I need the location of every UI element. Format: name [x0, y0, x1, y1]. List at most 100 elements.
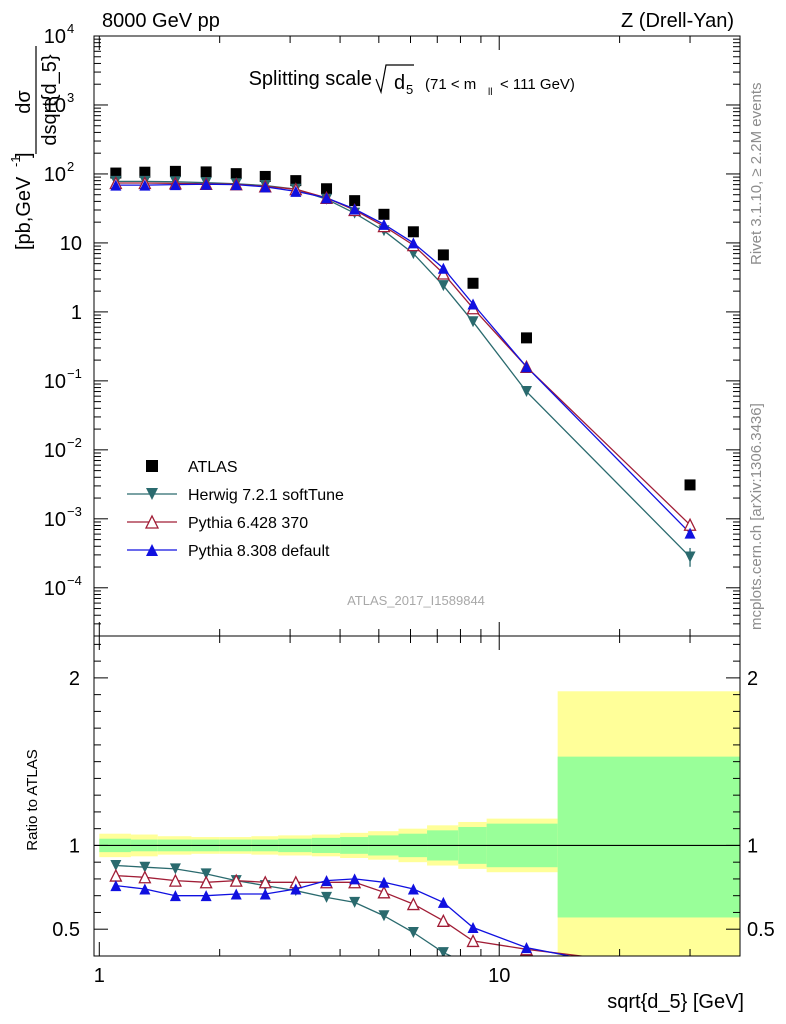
data-point-pythia8 [110, 179, 122, 191]
ratio-point-herwig [378, 910, 390, 922]
data-point-atlas [684, 479, 696, 491]
data-point-pythia8 [169, 179, 181, 191]
ratio-series-layer [109, 860, 587, 956]
legend-marker-herwig [146, 488, 158, 500]
y-tick-label: 10 [44, 371, 66, 393]
data-point-atlas [169, 165, 181, 177]
title-range-end: < 111 GeV) [500, 76, 575, 93]
data-point-atlas [467, 277, 479, 289]
sqrt-symbol-icon [375, 64, 414, 95]
data-point-atlas [321, 183, 333, 195]
y-tick-label-exponent: −1 [67, 366, 82, 381]
ratio-y-tick-label-right: 2 [747, 668, 758, 690]
ratio-point-pythia8 [321, 875, 333, 887]
legend-label-pythia8: Pythia 8.308 default [188, 543, 330, 560]
ratio-clipped-group [109, 860, 587, 956]
ratio-point-herwig [139, 861, 151, 873]
ratio-point-pythia8 [378, 876, 390, 888]
data-point-atlas [520, 332, 532, 344]
rivet-label: Rivet 3.1.10, ≥ 2.2M events [748, 83, 765, 266]
data-point-pythia8 [378, 218, 390, 230]
ratio-y-tick-label: 2 [69, 668, 80, 690]
ratio-point-pythia6 [406, 897, 420, 911]
data-point-pythia8 [290, 185, 302, 197]
title-range: (71 < m [425, 76, 476, 93]
data-point-pythia8 [684, 527, 696, 539]
data-point-atlas [407, 226, 419, 238]
ratio-point-herwig [407, 927, 419, 939]
y-tick-label: 10 [44, 95, 66, 117]
data-point-pythia8 [437, 262, 449, 274]
ratio-point-pythia8 [169, 890, 181, 902]
ratio-axis-ticks: 0.5 0.5 1 1 2 2 1 10 [52, 636, 775, 987]
data-point-pythia8 [139, 179, 151, 191]
legend-marker-pythia6 [144, 514, 160, 529]
ratio-point-pythia8 [437, 896, 449, 908]
ylabel-unit-exp: -1 [8, 155, 23, 167]
ylabel-den: dsqrt{d_5} [39, 54, 61, 146]
ratio-point-herwig [321, 891, 333, 903]
ratio-y-tick-label: 1 [69, 835, 80, 857]
title-main: Splitting scale [249, 68, 372, 90]
data-point-atlas [290, 175, 302, 187]
legend-label-pythia6: Pythia 6.428 370 [188, 515, 308, 532]
ratio-point-pythia6 [436, 913, 450, 927]
y-tick-label-exponent: 2 [67, 159, 74, 174]
series-line-pythia8 [115, 183, 691, 534]
data-point-pythia8 [407, 237, 419, 249]
y-tick-label-exponent: −4 [67, 573, 82, 588]
data-point-atlas [259, 170, 271, 182]
legend-label-atlas: ATLAS [188, 459, 238, 476]
ylabel-unit-end: ] [13, 152, 35, 158]
y-tick-label: 10 [44, 578, 66, 600]
ratio-point-pythia8 [200, 890, 212, 902]
mcplots-label: mcplots.cern.ch [arXiv:1306.3436] [748, 403, 765, 630]
y-tick-label: 1 [71, 302, 82, 324]
y-tick-label-exponent: −3 [67, 504, 82, 519]
y-tick-label: 10 [44, 509, 66, 531]
ratio-point-pythia6 [377, 885, 391, 899]
legend-marker-pythia8 [146, 544, 158, 556]
data-point-herwig [467, 316, 479, 328]
data-point-herwig [684, 551, 696, 563]
y-tick-label-exponent: 4 [67, 21, 74, 36]
ratio-point-herwig [349, 896, 361, 908]
ratio-point-herwig [169, 863, 181, 875]
y-tick-label: 10 [44, 164, 66, 186]
data-point-atlas [437, 249, 449, 261]
ratio-point-pythia8 [349, 873, 361, 885]
ratio-point-pythia8 [467, 922, 479, 934]
ratio-point-pythia6 [258, 875, 272, 889]
ratio-point-pythia6 [466, 933, 480, 948]
ratio-point-pythia6 [168, 873, 182, 887]
ratio-point-pythia6 [138, 870, 152, 884]
y-tick-label: 10 [60, 233, 82, 255]
ratio-uncertainty-bands [94, 691, 740, 956]
main-title: Splitting scale d 5 (71 < m ll < 111 GeV… [249, 64, 575, 98]
title-range-sub: ll [488, 87, 492, 98]
ratio-y-label: Ratio to ATLAS [24, 749, 41, 850]
header-left: 8000 GeV pp [102, 10, 220, 32]
data-point-atlas [200, 166, 212, 178]
ratio-point-pythia8 [520, 942, 532, 954]
ratio-point-pythia8 [407, 883, 419, 895]
ylabel-num: dσ [13, 90, 35, 114]
data-point-pythia8 [200, 178, 212, 190]
legend: ATLAS Herwig 7.2.1 softTune Pythia 6.428 3… [127, 459, 344, 560]
data-point-atlas [139, 166, 151, 178]
ylabel-unit: [pb,GeV [13, 176, 35, 250]
ratio-point-pythia8 [259, 888, 271, 900]
data-point-atlas [378, 208, 390, 220]
ratio-point-pythia6 [229, 873, 243, 887]
data-point-atlas [110, 167, 122, 179]
main-series-layer [109, 165, 697, 567]
ratio-y-tick-label-right: 1 [747, 835, 758, 857]
ratio-point-pythia8 [110, 880, 122, 892]
data-point-herwig [520, 386, 532, 398]
data-point-herwig [437, 280, 449, 292]
x-axis-label: sqrt{d_5} [GeV] [607, 991, 744, 1013]
title-sym: d [394, 72, 405, 94]
ratio-point-pythia6 [199, 875, 213, 889]
legend-label-herwig: Herwig 7.2.1 softTune [188, 487, 344, 504]
